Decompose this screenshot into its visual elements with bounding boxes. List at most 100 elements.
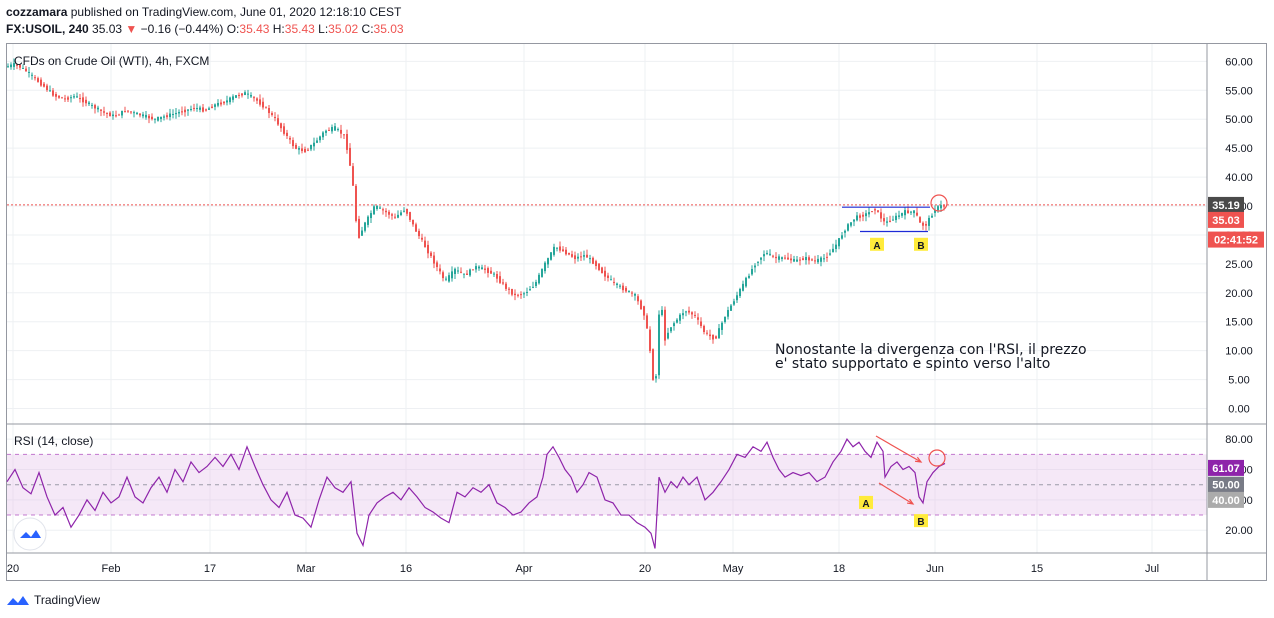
candle-body (700, 321, 702, 327)
candle-body (535, 281, 537, 286)
tv-watermark-icon (13, 517, 47, 551)
candle-body (883, 218, 885, 222)
candle-body (334, 126, 336, 131)
candle-body (865, 213, 867, 217)
candle-body (217, 102, 219, 106)
candle-body (904, 210, 906, 216)
price-tick-label: 10.00 (1225, 346, 1253, 358)
candle-body (532, 286, 534, 288)
candle-body (118, 114, 120, 116)
candle-body (37, 78, 39, 82)
footer: TradingView (6, 592, 100, 608)
price-tick-label: 60.00 (1225, 56, 1253, 68)
candle-body (271, 113, 273, 115)
marker-b: B (914, 237, 928, 252)
candle-body (355, 185, 357, 221)
candle-body (433, 255, 435, 264)
candle-body (763, 254, 765, 257)
candle-body (634, 293, 636, 296)
candle-body (412, 219, 414, 225)
candle-body (664, 309, 666, 341)
candle-body (757, 261, 759, 263)
candle-body (781, 257, 783, 259)
candle-body (325, 130, 327, 133)
price-badge: 35.03 (1208, 211, 1244, 228)
candle-body (346, 133, 348, 150)
candle-body (655, 376, 657, 379)
candle-body (364, 222, 366, 231)
close-label: C: (361, 22, 374, 36)
candle-body (934, 210, 936, 213)
candle-body (265, 107, 267, 109)
candle-body (640, 300, 642, 310)
candle-body (505, 283, 507, 289)
candle-body (193, 107, 195, 109)
candle-body (847, 224, 849, 231)
candle-body (316, 140, 318, 143)
candle-body (841, 235, 843, 239)
candle-body (151, 116, 153, 120)
candle-body (97, 107, 99, 110)
candle-body (856, 215, 858, 221)
candle-body (784, 257, 786, 259)
candle-body (10, 64, 12, 68)
candle-body (526, 291, 528, 293)
rsi-line (6, 438, 946, 549)
candle-body (697, 317, 699, 320)
candle-body (88, 102, 90, 105)
candle-body (706, 332, 708, 334)
symbol-label: FX:USOIL, 240 (6, 22, 89, 36)
time-tick-label: 15 (1031, 563, 1043, 575)
candle-body (46, 85, 48, 91)
candle-body (304, 148, 306, 153)
candle-body (73, 96, 75, 98)
candle-body (58, 95, 60, 98)
candle-body (292, 140, 294, 147)
candle-body (805, 257, 807, 261)
candle-body (715, 336, 717, 339)
publisher-line: cozzamara published on TradingView.com, … (6, 5, 401, 19)
candle-body (871, 211, 873, 213)
candle-body (403, 210, 405, 212)
candle-body (475, 266, 477, 270)
candle-body (940, 205, 942, 209)
candle-body (64, 98, 66, 100)
candle-body (367, 216, 369, 225)
candle-body (778, 256, 780, 260)
candle-body (166, 115, 168, 118)
badge-label: 61.07 (1212, 463, 1240, 475)
candle-body (493, 273, 495, 275)
time-tick-label: Mar (297, 563, 316, 575)
candle-body (571, 254, 573, 257)
candle-body (328, 129, 330, 131)
time-ticks: 20 Feb 17 Mar 16 Apr 20 May 18 Jun 15 Jul (7, 563, 1159, 575)
candle-body (868, 212, 870, 215)
author-name: cozzamara (6, 5, 68, 19)
price-tick-label: 55.00 (1225, 85, 1253, 97)
time-tick-label: 20 (7, 563, 19, 575)
candle-body (604, 270, 606, 277)
rsi-pane-title: RSI (14, close) (14, 434, 93, 448)
candle-body (496, 273, 498, 279)
candle-body (55, 93, 57, 97)
candle-body (619, 285, 621, 287)
candle-body (826, 256, 828, 258)
candle-body (100, 109, 102, 111)
price-tick-label: 50.00 (1225, 114, 1253, 126)
candle-body (751, 269, 753, 275)
candle-body (913, 210, 915, 214)
candle-body (769, 253, 771, 255)
candle-body (499, 276, 501, 283)
candle-body (268, 108, 270, 114)
candle-body (235, 95, 237, 98)
time-tick-label: Jul (1145, 563, 1159, 575)
marker-label: B (917, 517, 924, 528)
candle-body (901, 213, 903, 216)
badge-label: 35.19 (1212, 200, 1240, 212)
candle-body (436, 262, 438, 268)
price-badge: 61.07 (1208, 459, 1244, 476)
candle-body (727, 310, 729, 317)
candle-body (811, 259, 813, 261)
candle-body (139, 113, 141, 116)
